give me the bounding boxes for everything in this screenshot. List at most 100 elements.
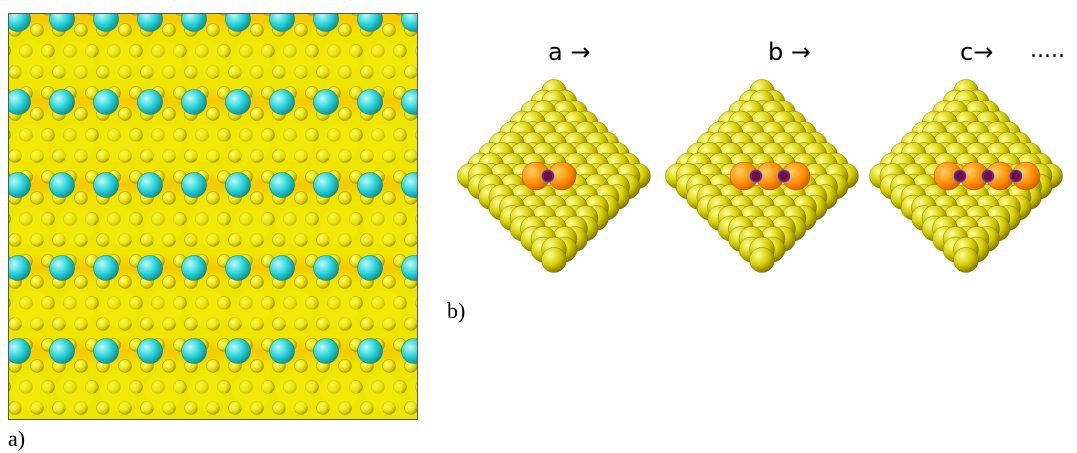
substrate-atom: [349, 44, 363, 58]
substrate-bump: [100, 207, 138, 245]
adatom: [313, 172, 339, 198]
adatom: [93, 255, 119, 281]
substrate-atom: [9, 401, 22, 415]
adatom: [357, 255, 383, 281]
adatom: [137, 172, 163, 198]
substrate-bump: [188, 373, 226, 411]
substrate-atom: [195, 380, 209, 394]
substrate-bump: [12, 290, 50, 328]
substrate-atom: [206, 359, 220, 373]
substrate-atom: [404, 149, 417, 163]
substrate-atom: [74, 107, 88, 121]
substrate-atom: [338, 107, 352, 121]
substrate-bump: [320, 41, 358, 79]
substrate-atom: [85, 296, 99, 310]
adatom: [9, 89, 31, 115]
substrate-bump: [276, 207, 314, 245]
substrate-atom: [173, 44, 187, 58]
substrate-atom: [96, 317, 110, 331]
adatom: [401, 14, 417, 32]
substrate-atom: [283, 212, 297, 226]
substrate-atom: [338, 233, 352, 247]
substrate-atom: [261, 380, 275, 394]
substrate-atom: [129, 128, 143, 142]
substrate-bump: [232, 207, 270, 245]
substrate-atom: [162, 233, 176, 247]
substrate-atom: [195, 44, 209, 58]
substrate-bump: [232, 373, 270, 411]
substrate-atom: [250, 317, 264, 331]
substrate-atom: [305, 44, 319, 58]
substrate-atom: [393, 296, 407, 310]
substrate-atom: [393, 128, 407, 142]
adatom: [181, 14, 207, 32]
substrate-atom: [140, 317, 154, 331]
substrate-bump: [56, 373, 94, 411]
substrate-atom: [239, 296, 253, 310]
substrate-atom: [415, 130, 417, 140]
substrate-atom: [63, 296, 77, 310]
substrate-atom: [250, 275, 264, 289]
substrate-atom: [184, 317, 198, 331]
substrate-atom: [283, 128, 297, 142]
substrate-bump: [408, 43, 417, 77]
substrate-atom: [85, 212, 99, 226]
substrate-bump: [188, 207, 226, 245]
substrate-atom: [360, 233, 374, 247]
substrate-atom: [382, 317, 396, 331]
adatom: [137, 89, 163, 115]
adatom: [49, 89, 75, 115]
substrate-bump: [144, 124, 182, 162]
panel-a-label: a): [8, 426, 26, 451]
substrate-atom: [74, 275, 88, 289]
substrate-atom: [250, 191, 264, 205]
substrate-atom: [173, 128, 187, 142]
substrate-atom: [19, 380, 33, 394]
substrate-atom: [118, 149, 132, 163]
substrate-atom: [261, 44, 275, 58]
substrate-atom: [415, 46, 417, 56]
substrate-atom: [129, 212, 143, 226]
substrate-bump: [188, 41, 226, 79]
adatom: [181, 255, 207, 281]
substrate-atom: [118, 233, 132, 247]
substrate-atom: [283, 44, 297, 58]
substrate-atom: [184, 65, 198, 79]
substrate-atom: [316, 401, 330, 415]
substrate-atom: [195, 212, 209, 226]
substrate-atom: [206, 401, 220, 415]
substrate-atom: [107, 212, 121, 226]
substrate-atom: [206, 233, 220, 247]
substrate-atom: [162, 107, 176, 121]
substrate-bump: [232, 290, 270, 328]
substrate-atom: [30, 149, 44, 163]
substrate-bump: [12, 41, 50, 79]
substrate-atom: [206, 107, 220, 121]
substrate-atom: [9, 130, 11, 140]
substrate-atom: [382, 275, 396, 289]
substrate-bump: [56, 124, 94, 162]
substrate-atom: [118, 23, 132, 37]
substrate-atom: [261, 296, 275, 310]
substrate-atom: [294, 191, 308, 205]
substrate-atom: [272, 401, 286, 415]
substrate-atom: [9, 214, 11, 224]
substrate-atom: [338, 317, 352, 331]
adatom: [181, 338, 207, 364]
adatom: [269, 14, 295, 32]
substrate-atom: [371, 380, 385, 394]
substrate-atom: [294, 149, 308, 163]
molecule-atom: [1009, 169, 1023, 183]
substrate-atom: [415, 298, 417, 308]
adatom: [9, 14, 31, 32]
substrate-atom: [173, 296, 187, 310]
substrate-atom: [52, 317, 66, 331]
sequence-ellipsis: .....: [1030, 38, 1065, 63]
substrate-atom: [371, 128, 385, 142]
substrate-atom: [52, 233, 66, 247]
adatom: [401, 89, 417, 115]
adatom: [313, 14, 339, 32]
substrate-atom: [294, 233, 308, 247]
adatom: [49, 338, 75, 364]
substrate-atom: [74, 317, 88, 331]
